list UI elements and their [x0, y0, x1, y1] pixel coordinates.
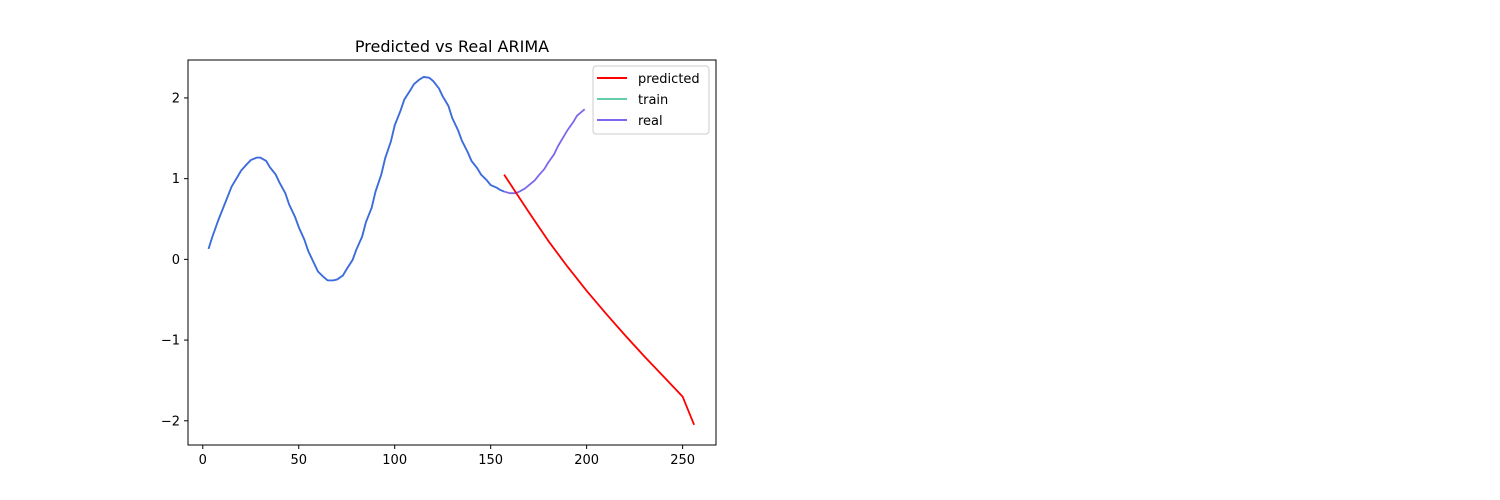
y-tick-label: −2 [161, 414, 180, 429]
legend-label-train: train [638, 93, 668, 108]
y-axis: −2 −1 0 1 2 [161, 91, 188, 429]
y-tick-label: 2 [172, 91, 180, 106]
x-tick-label: 250 [670, 453, 695, 468]
legend-box [592, 65, 710, 135]
y-tick-label: 1 [172, 172, 180, 187]
series-layer [207, 76, 695, 426]
legend-label-real: real [638, 114, 663, 129]
y-tick-label: 0 [172, 253, 180, 268]
series-line-real-overlap [207, 76, 505, 282]
legend-label-predicted: predicted [638, 72, 700, 87]
x-tick-label: 150 [478, 453, 503, 468]
x-tick-label: 0 [199, 453, 207, 468]
x-tick-label: 100 [382, 453, 407, 468]
x-axis: 0 50 100 150 200 250 [199, 445, 695, 468]
chart-title: Predicted vs Real ARIMA [355, 37, 549, 56]
x-tick-label: 200 [574, 453, 599, 468]
plot-frame [187, 59, 717, 446]
legend: predicted train real [592, 65, 710, 135]
series-line-real [503, 108, 586, 195]
series-line-predicted [503, 174, 695, 426]
x-tick-label: 50 [290, 453, 307, 468]
y-tick-label: −1 [161, 334, 180, 349]
